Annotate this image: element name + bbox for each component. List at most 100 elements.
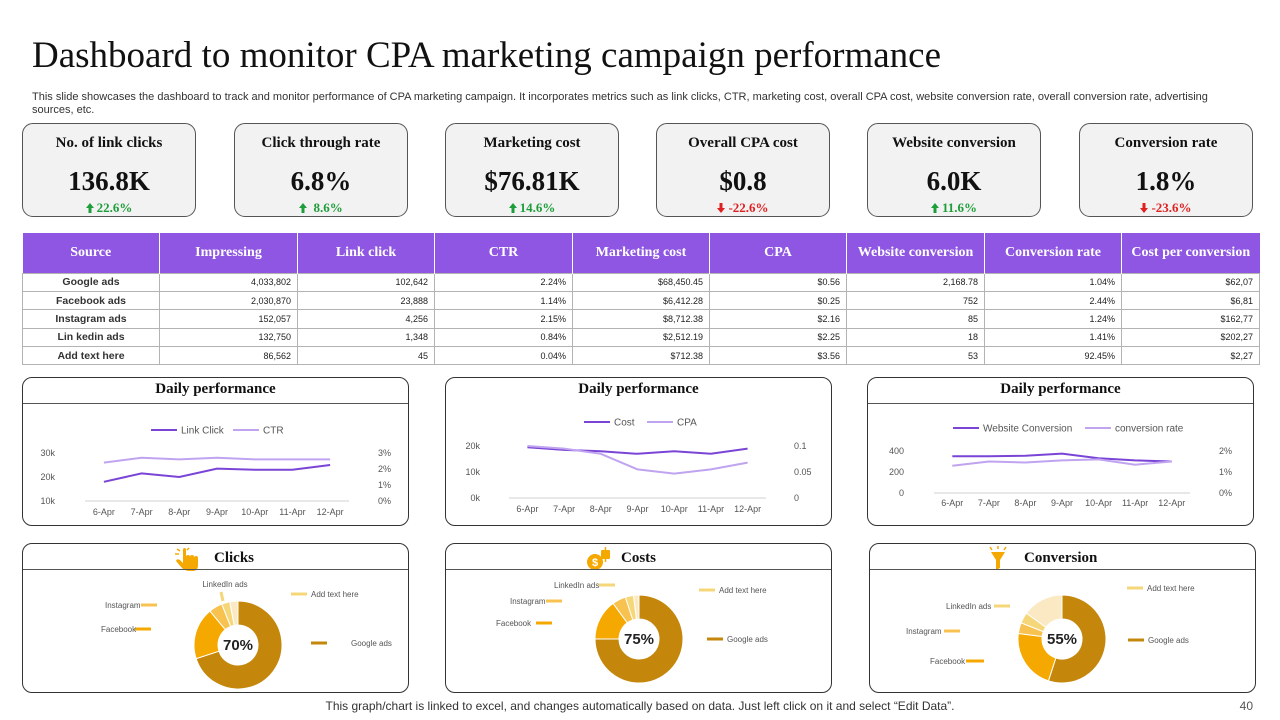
table-header-cell: CTR bbox=[434, 233, 573, 273]
donut-label: Add text here bbox=[311, 590, 359, 599]
x-tick-label: 7-Apr bbox=[553, 504, 575, 514]
y-tick-label-left: 0k bbox=[470, 493, 480, 503]
table-cell: Instagram ads bbox=[22, 309, 160, 329]
table-cell: 23,888 bbox=[297, 290, 435, 311]
table-cell: $202,27 bbox=[1121, 327, 1260, 348]
series-line-website-conversion bbox=[952, 452, 1172, 463]
donut-center-label: 70% bbox=[223, 637, 253, 654]
table-header-cell: CPA bbox=[709, 233, 847, 273]
table-cell: 152,057 bbox=[159, 309, 298, 329]
series-line-cost bbox=[527, 446, 748, 455]
y-tick-label-left: 200 bbox=[889, 467, 904, 477]
donut-chart-conversion[interactable]: Google ads Facebook Instagram LinkedIn ads A… bbox=[870, 544, 1257, 694]
table-cell: 102,642 bbox=[297, 272, 435, 292]
table-body: Google ads 4,033,802 102,642 2.24% $68,450.4… bbox=[22, 272, 1260, 366]
x-tick-label: 8-Apr bbox=[590, 504, 612, 514]
x-tick-label: 10-Apr bbox=[661, 504, 688, 514]
kpi-label: Marketing cost bbox=[483, 135, 581, 151]
kpi-change: 14.6% bbox=[446, 200, 618, 216]
kpi-card: Conversion rate 1.8% -23.6% bbox=[1079, 123, 1253, 217]
table-cell: 86,562 bbox=[159, 346, 298, 366]
footer-note: This graph/chart is linked to excel, and… bbox=[325, 699, 955, 713]
kpi-value: $76.81K bbox=[484, 166, 580, 196]
page-title: Dashboard to monitor CPA marketing campa… bbox=[32, 35, 942, 76]
table-header-cell: Link click bbox=[297, 233, 435, 273]
line-chart-cost-cpa[interactable]: Cost CPA 0k 10k 20k 0 0.05 0.1 6-Apr 7-Apr 8-Apr 9-… bbox=[446, 378, 833, 527]
table-cell: $62,07 bbox=[1121, 272, 1260, 292]
y-tick-label-right: 1% bbox=[378, 480, 391, 490]
svg-text:$: $ bbox=[592, 557, 598, 569]
x-tick-label: 12-Apr bbox=[1158, 498, 1185, 508]
kpi-label: Click through rate bbox=[261, 135, 381, 151]
table-cell: 1,348 bbox=[297, 327, 435, 348]
kpi-change-value: 22.6% bbox=[96, 200, 133, 215]
kpi-change-value: 11.6% bbox=[941, 200, 978, 215]
kpi-label: Overall CPA cost bbox=[688, 135, 798, 151]
table-cell: 18 bbox=[846, 327, 985, 348]
arrow-down-icon bbox=[717, 203, 726, 213]
x-tick-label: 11-Apr bbox=[279, 507, 305, 517]
panel-divider bbox=[870, 569, 1255, 570]
legend-label: Website Conversion bbox=[983, 424, 1072, 435]
arrow-up-icon bbox=[508, 203, 517, 213]
table-header-cell: Marketing cost bbox=[572, 233, 710, 273]
panel-divider bbox=[23, 569, 408, 570]
donut-center-label: 55% bbox=[1047, 631, 1077, 648]
panel-divider bbox=[446, 569, 831, 570]
table-cell: $2.16 bbox=[709, 309, 847, 329]
source-table: Source Impressing Link click CTR Marketing c… bbox=[22, 233, 1260, 366]
y-tick-label-left: 0 bbox=[899, 488, 904, 498]
x-tick-label: 6-Apr bbox=[941, 498, 963, 508]
panel-title: Daily performance bbox=[155, 381, 276, 397]
line-chart-website-conversion[interactable]: Website Conversion conversion rate 0 200 400… bbox=[868, 378, 1255, 527]
y-tick-label-left: 20k bbox=[40, 472, 55, 482]
daily-performance-cost-panel: Daily performance Cost CPA 0k 10k 20k 0 0.05 0.… bbox=[445, 377, 832, 526]
y-tick-label-left: 400 bbox=[889, 446, 904, 456]
series-line-cpa bbox=[527, 445, 748, 475]
donut-chart-clicks[interactable]: Google ads Facebook Instagram LinkedIn ads A… bbox=[23, 544, 410, 694]
x-tick-label: 9-Apr bbox=[1051, 498, 1073, 508]
y-tick-label-right: 0.05 bbox=[794, 467, 812, 477]
funnel-icon bbox=[989, 546, 1007, 570]
table-cell: 2.24% bbox=[434, 272, 573, 292]
table-row: Instagram ads 152,057 4,256 2.15% $8,712.38 $… bbox=[22, 309, 1260, 329]
table-cell: 2.15% bbox=[434, 309, 573, 329]
table-row: Lin kedin ads 132,750 1,348 0.84% $2,512.19 $… bbox=[22, 327, 1260, 348]
x-tick-label: 7-Apr bbox=[978, 498, 1000, 508]
donut-label: Facebook bbox=[496, 619, 532, 628]
table-cell: Google ads bbox=[22, 272, 160, 292]
table-cell: $162,77 bbox=[1121, 309, 1260, 329]
table-cell: $2,512.19 bbox=[572, 327, 710, 348]
line-chart-link-click-ctr[interactable]: Link Click CTR 10k 20k 30k 0% 1% 2% 3% 6-Apr 7-Apr… bbox=[23, 378, 410, 527]
y-tick-label-left: 10k bbox=[465, 467, 480, 477]
donut-hole bbox=[620, 620, 658, 658]
table-cell: $6,81 bbox=[1121, 290, 1260, 311]
y-tick-label-left: 30k bbox=[40, 448, 55, 458]
table-header-cell: Website conversion bbox=[846, 233, 985, 273]
money-gear-icon: $ bbox=[587, 547, 610, 570]
kpi-card: Website conversion 6.0K 11.6% bbox=[867, 123, 1041, 217]
page-number: 40 bbox=[1239, 699, 1253, 713]
series-line-ctr bbox=[103, 456, 331, 464]
table-header-cell: Conversion rate bbox=[984, 233, 1122, 273]
x-tick-label: 9-Apr bbox=[206, 507, 228, 517]
kpi-label: Conversion rate bbox=[1114, 135, 1218, 151]
kpi-change: -23.6% bbox=[1080, 200, 1252, 216]
donut-slice-add-text-here bbox=[632, 594, 640, 620]
legend-label: Link Click bbox=[181, 426, 225, 437]
donut-chart-costs[interactable]: Google ads Facebook Instagram LinkedIn ads A… bbox=[446, 544, 833, 694]
donut-label: Facebook bbox=[930, 657, 966, 666]
donut-hole bbox=[1043, 620, 1081, 658]
legend-label: CTR bbox=[263, 426, 284, 437]
y-tick-label-right: 2% bbox=[378, 464, 391, 474]
x-tick-label: 9-Apr bbox=[626, 504, 648, 514]
table-cell: $712.38 bbox=[572, 346, 710, 366]
table-cell: Add text here bbox=[22, 346, 160, 366]
series-line-conversion-rate bbox=[952, 458, 1172, 467]
kpi-card: Overall CPA cost $0.8 -22.6% bbox=[656, 123, 830, 217]
donut-slice-google-ads bbox=[195, 600, 283, 690]
kpi-label: Website conversion bbox=[892, 135, 1016, 151]
donut-label: Google ads bbox=[351, 639, 392, 648]
table-cell: 0.84% bbox=[434, 327, 573, 348]
table-header-cell: Impressing bbox=[159, 233, 298, 273]
